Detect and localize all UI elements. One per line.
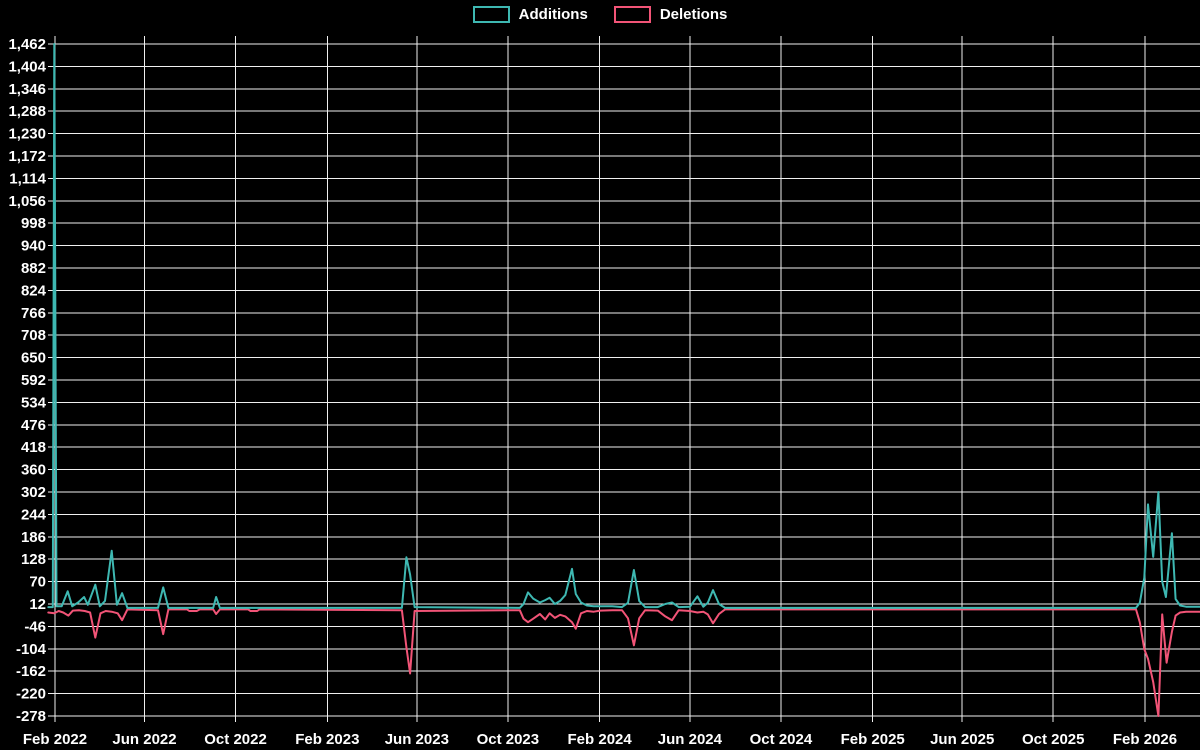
chart-legend: Additions Deletions: [0, 6, 1200, 23]
x-tick-label: Feb 2025: [841, 731, 905, 748]
y-tick-label: 186: [21, 529, 46, 546]
x-tick-label: Jun 2023: [385, 731, 449, 748]
x-tick-label: Feb 2024: [568, 731, 633, 748]
x-tick-label: Oct 2025: [1022, 731, 1085, 748]
y-tick-label: 534: [21, 394, 47, 411]
y-tick-label: 1,172: [8, 148, 46, 165]
y-tick-label: 592: [21, 372, 46, 389]
y-tick-label: 418: [21, 439, 46, 456]
y-tick-label: 128: [21, 551, 46, 568]
y-tick-label: 476: [21, 417, 46, 434]
y-tick-label: 882: [21, 260, 46, 277]
y-tick-label: 940: [21, 238, 46, 255]
y-tick-label: 766: [21, 305, 46, 322]
y-tick-label: 1,114: [9, 170, 46, 187]
y-tick-label: 1,346: [8, 81, 46, 98]
y-tick-label: -220: [16, 686, 46, 703]
deletions-legend-label: Deletions: [659, 6, 728, 23]
x-tick-label: Jun 2022: [112, 731, 176, 748]
y-tick-label: 998: [21, 215, 46, 232]
y-tick-label: 70: [29, 574, 46, 591]
x-tick-label: Oct 2023: [477, 731, 540, 748]
x-tick-label: Oct 2024: [750, 731, 813, 748]
y-tick-label: 12: [29, 596, 46, 613]
y-tick-label: 1,230: [8, 126, 46, 143]
y-tick-label: 360: [21, 462, 46, 479]
deletions-legend-swatch: [613, 6, 651, 23]
x-tick-label: Jun 2024: [658, 731, 723, 748]
y-tick-label: 708: [21, 327, 46, 344]
x-tick-label: Feb 2023: [295, 731, 359, 748]
y-tick-label: -104: [16, 641, 47, 658]
x-tick-label: Jun 2025: [930, 731, 994, 748]
y-tick-label: 1,404: [8, 58, 46, 75]
y-tick-label: -46: [24, 618, 46, 635]
deletions-line[interactable]: [47, 608, 1200, 717]
additions-legend-swatch: [472, 6, 510, 23]
legend-item-deletions[interactable]: Deletions: [613, 6, 728, 23]
y-tick-label: -278: [16, 708, 46, 725]
legend-item-additions[interactable]: Additions: [472, 6, 588, 23]
y-tick-label: 824: [21, 282, 47, 299]
y-tick-label: -162: [16, 663, 46, 680]
y-tick-label: 302: [21, 484, 46, 501]
y-tick-label: 650: [21, 350, 46, 367]
additions-line[interactable]: [47, 43, 1200, 609]
y-tick-label: 1,056: [8, 193, 46, 210]
y-tick-label: 1,462: [8, 36, 46, 53]
x-tick-label: Feb 2022: [23, 731, 87, 748]
additions-legend-label: Additions: [518, 6, 588, 23]
x-tick-label: Oct 2022: [204, 731, 267, 748]
y-tick-label: 1,288: [8, 103, 46, 120]
x-tick-label: Feb 2026: [1113, 731, 1177, 748]
y-tick-label: 244: [21, 506, 47, 523]
